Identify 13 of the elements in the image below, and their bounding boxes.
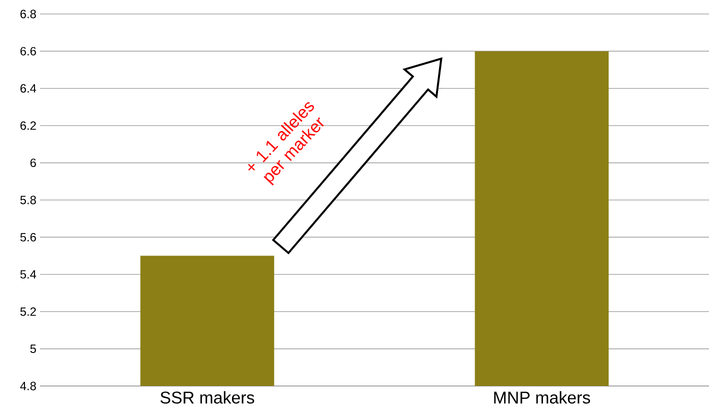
y-tick-label: 5 (30, 344, 36, 353)
y-tick-label: 5.2 (20, 307, 36, 316)
y-tick-label: 5.6 (20, 232, 36, 242)
x-tick-label: SSR makers (160, 391, 254, 404)
y-tick-label: 6.8 (20, 10, 36, 18)
x-tick-label: MNP makers (494, 391, 590, 404)
y-tick-label: 5.4 (20, 270, 36, 279)
y-tick-label: 6.2 (20, 121, 36, 130)
y-tick-label: 4.8 (20, 382, 36, 390)
y-tick-label: 6 (30, 158, 36, 168)
y-tick-label: 6.6 (20, 46, 36, 56)
y-tick-label: 6.4 (20, 84, 36, 93)
y-tick-label: 5.8 (20, 196, 36, 204)
